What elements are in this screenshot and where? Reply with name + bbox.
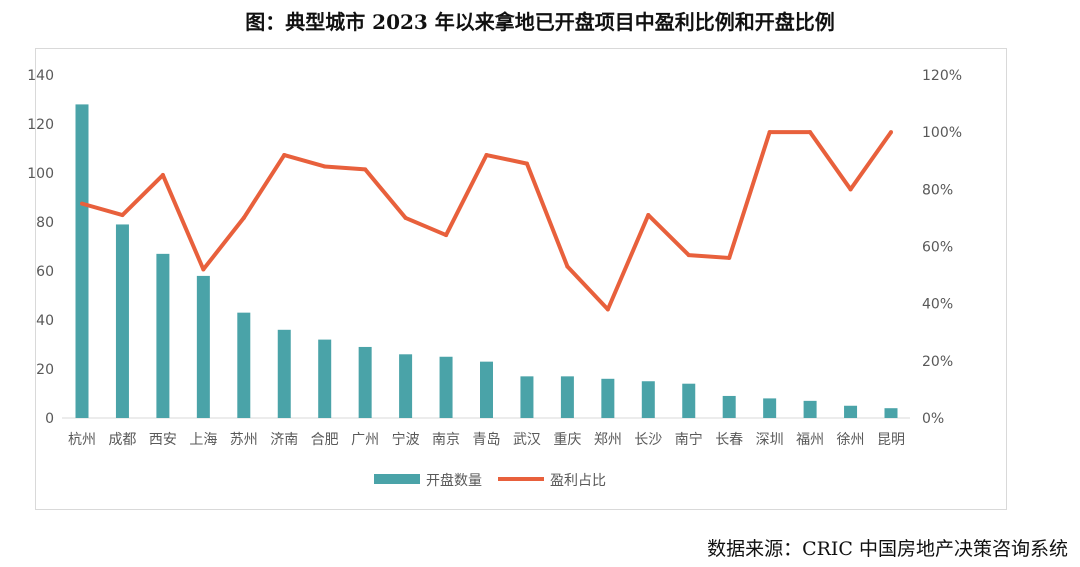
line-point-深圳	[767, 130, 772, 135]
x-tick-label: 西安	[149, 432, 177, 448]
line-point-重庆	[565, 264, 570, 269]
line-point-苏州	[241, 215, 246, 220]
x-tick-label: 南京	[432, 432, 460, 448]
line-point-成都	[120, 213, 125, 218]
y-left-tick-label: 80	[36, 215, 54, 231]
chart-title: 图：典型城市 2023 年以来拿地已开盘项目中盈利比例和开盘比例	[245, 10, 835, 34]
line-point-杭州	[80, 201, 84, 206]
y-left-tick-label: 40	[36, 313, 54, 329]
line-point-郑州	[605, 307, 610, 312]
bar-南宁	[682, 383, 696, 418]
line-point-上海	[201, 267, 206, 272]
line-point-济南	[282, 153, 287, 158]
line-point-南京	[444, 233, 449, 238]
line-point-长沙	[646, 213, 651, 218]
bar-上海	[196, 275, 210, 418]
y-left-tick-label: 60	[36, 264, 54, 280]
y-right-tick-label: 0%	[922, 411, 944, 427]
y-right-tick-label: 120%	[922, 68, 962, 84]
x-tick-label: 成都	[108, 432, 136, 448]
bar-重庆	[560, 376, 574, 418]
bar-武汉	[520, 376, 534, 418]
x-tick-label: 武汉	[513, 432, 541, 448]
x-tick-label: 苏州	[230, 432, 258, 448]
x-tick-label: 广州	[351, 432, 379, 448]
chart-frame	[35, 48, 1007, 510]
x-tick-label: 徐州	[837, 432, 865, 448]
line-point-福州	[808, 130, 813, 135]
bar-郑州	[601, 378, 615, 418]
line-point-南宁	[686, 253, 691, 258]
bar-宁波	[399, 354, 413, 418]
x-tick-label: 上海	[189, 432, 217, 448]
x-tick-label: 杭州	[68, 432, 96, 448]
x-tick-label: 宁波	[392, 431, 420, 448]
y-left-tick-label: 100	[27, 166, 54, 182]
y-left-tick-label: 20	[36, 362, 54, 378]
bar-合肥	[318, 339, 332, 418]
bar-长沙	[641, 381, 655, 418]
x-tick-label: 济南	[270, 432, 298, 448]
line-point-昆明	[889, 130, 893, 135]
x-tick-label: 深圳	[756, 432, 784, 448]
line-point-武汉	[524, 161, 529, 166]
x-tick-label: 长沙	[634, 432, 662, 448]
line-point-西安	[160, 173, 165, 178]
bar-济南	[277, 329, 291, 418]
legend-bar-swatch	[374, 474, 420, 484]
bar-苏州	[237, 312, 251, 418]
bar-昆明	[884, 408, 898, 418]
y-right-tick-label: 80%	[922, 182, 953, 198]
x-tick-label: 合肥	[311, 432, 339, 448]
y-left-tick-label: 120	[27, 117, 54, 133]
x-tick-label: 昆明	[877, 432, 905, 448]
bar-西安	[156, 253, 170, 418]
bar-长春	[722, 395, 736, 418]
bar-徐州	[844, 405, 858, 418]
bar-深圳	[763, 398, 777, 418]
legend-label: 开盘数量	[426, 472, 482, 489]
x-tick-label: 南宁	[675, 431, 703, 448]
bar-青岛	[480, 361, 493, 418]
x-tick-label: 长春	[715, 432, 743, 448]
x-tick-label: 重庆	[553, 432, 581, 448]
line-point-广州	[363, 167, 368, 172]
line-point-宁波	[403, 215, 408, 220]
x-tick-label: 郑州	[594, 432, 622, 448]
bar-福州	[803, 400, 817, 418]
y-right-tick-label: 60%	[922, 240, 953, 256]
bar-南京	[439, 356, 453, 418]
y-right-tick-label: 100%	[922, 125, 962, 141]
y-right-tick-label: 40%	[922, 297, 953, 313]
line-point-长春	[727, 255, 732, 260]
source-note: 数据来源：CRIC 中国房地产决策咨询系统	[707, 538, 1068, 560]
bar-杭州	[75, 104, 89, 419]
legend-label: 盈利占比	[550, 473, 606, 489]
y-left-tick-label: 0	[45, 411, 54, 427]
x-tick-label: 福州	[796, 432, 824, 448]
line-point-合肥	[322, 164, 327, 169]
y-right-tick-label: 20%	[922, 354, 953, 370]
bar-成都	[115, 224, 129, 418]
y-left-tick-label: 140	[27, 68, 54, 84]
bar-广州	[358, 346, 372, 418]
x-tick-label: 青岛	[473, 432, 501, 448]
line-point-青岛	[484, 153, 489, 158]
line-point-徐州	[848, 187, 853, 192]
